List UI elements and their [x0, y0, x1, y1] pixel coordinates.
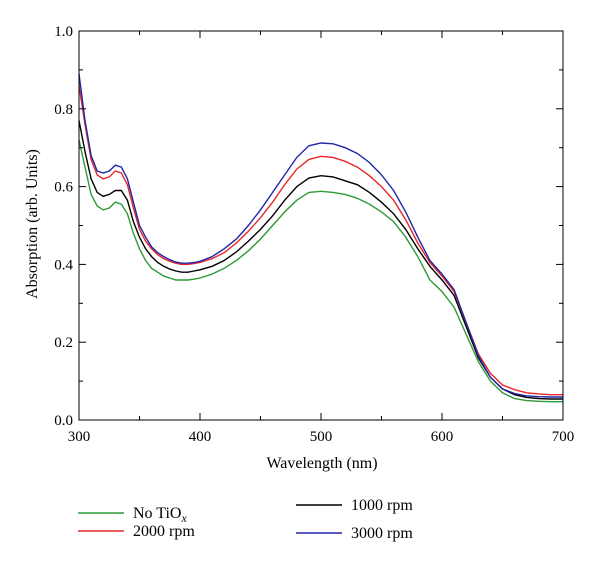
x-tick-label: 300	[68, 429, 91, 445]
x-tick-label: 400	[189, 429, 212, 445]
y-axis-label: Absorption (arb. Units)	[24, 149, 41, 299]
legend-label-0: No TiOx	[133, 505, 187, 525]
series-line-3	[78, 73, 563, 398]
plot-frame	[78, 30, 564, 421]
legend-label-2: 2000 rpm	[133, 523, 195, 540]
y-tick-label: 1.0	[54, 24, 73, 40]
axes: 300 400 500 600 700 0.0 0.2 0.4 0.6 0.8 1.0	[54, 24, 574, 445]
series-line-0	[78, 139, 563, 403]
y-tick-label: 0.4	[54, 257, 73, 273]
y-tick-label: 0.8	[54, 102, 73, 118]
series-line-1	[78, 120, 563, 400]
plot-area	[78, 73, 563, 403]
y-tick-label: 0.6	[54, 180, 73, 196]
legend: No TiOx 1000 rpm 2000 rpm 3000 rpm	[78, 497, 413, 542]
x-tick-label: 700	[552, 429, 575, 445]
x-tick-label: 500	[310, 429, 333, 445]
legend-label-3: 3000 rpm	[351, 525, 413, 542]
x-axis-label: Wavelength (nm)	[266, 455, 377, 472]
x-tick-label: 600	[431, 429, 454, 445]
y-tick-label: 0.0	[54, 413, 73, 429]
legend-label-1: 1000 rpm	[351, 497, 413, 514]
series-line-2	[78, 85, 563, 396]
y-tick-label: 0.2	[54, 335, 73, 351]
